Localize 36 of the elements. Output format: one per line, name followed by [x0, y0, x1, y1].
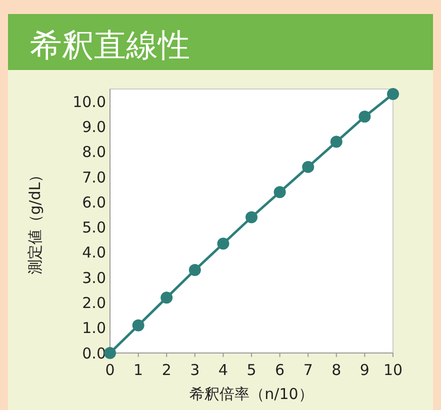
y-tick-label: 7.0 [82, 168, 106, 186]
x-tick-label: 6 [275, 361, 285, 379]
point [330, 136, 342, 148]
y-tick-label: 0.0 [82, 344, 106, 362]
y-tick-label: 3.0 [82, 268, 106, 287]
x-tick-label: 9 [360, 361, 370, 379]
x-tick-label: 10 [383, 361, 403, 379]
y-tick-label: 8.0 [82, 143, 106, 162]
point [104, 347, 116, 359]
y-tick-label: 5.0 [82, 218, 106, 237]
y-tick-label: 6.0 [82, 193, 106, 212]
y-tick-label: 2.0 [82, 294, 106, 312]
point [274, 186, 286, 198]
point [132, 319, 144, 332]
y-tick-label: 4.0 [82, 244, 106, 262]
y-tick-label: 9.0 [82, 118, 106, 136]
point [358, 110, 371, 123]
point [246, 211, 258, 224]
point [160, 292, 173, 304]
y-tick-label: 10.0 [72, 92, 106, 111]
x-tick-label: 2 [162, 361, 172, 379]
point [188, 264, 201, 276]
x-tick-label: 8 [332, 361, 342, 379]
x-tick-label: 0 [105, 361, 115, 379]
x-tick-label: 1 [134, 361, 144, 379]
y-axis-title: 測定値（g/dL） [26, 167, 44, 275]
point [302, 160, 314, 173]
x-axis-title: 希釈倍率（n/10） [190, 385, 314, 403]
x-tick-label: 7 [303, 361, 313, 379]
chart-title: 希釈直線性 [30, 26, 190, 64]
y-tick-label: 1.0 [82, 319, 106, 338]
x-tick-label: 4 [218, 361, 228, 379]
x-tick-label: 5 [246, 361, 256, 379]
point [387, 88, 399, 100]
x-tick-label: 3 [190, 361, 200, 379]
point [217, 238, 230, 250]
